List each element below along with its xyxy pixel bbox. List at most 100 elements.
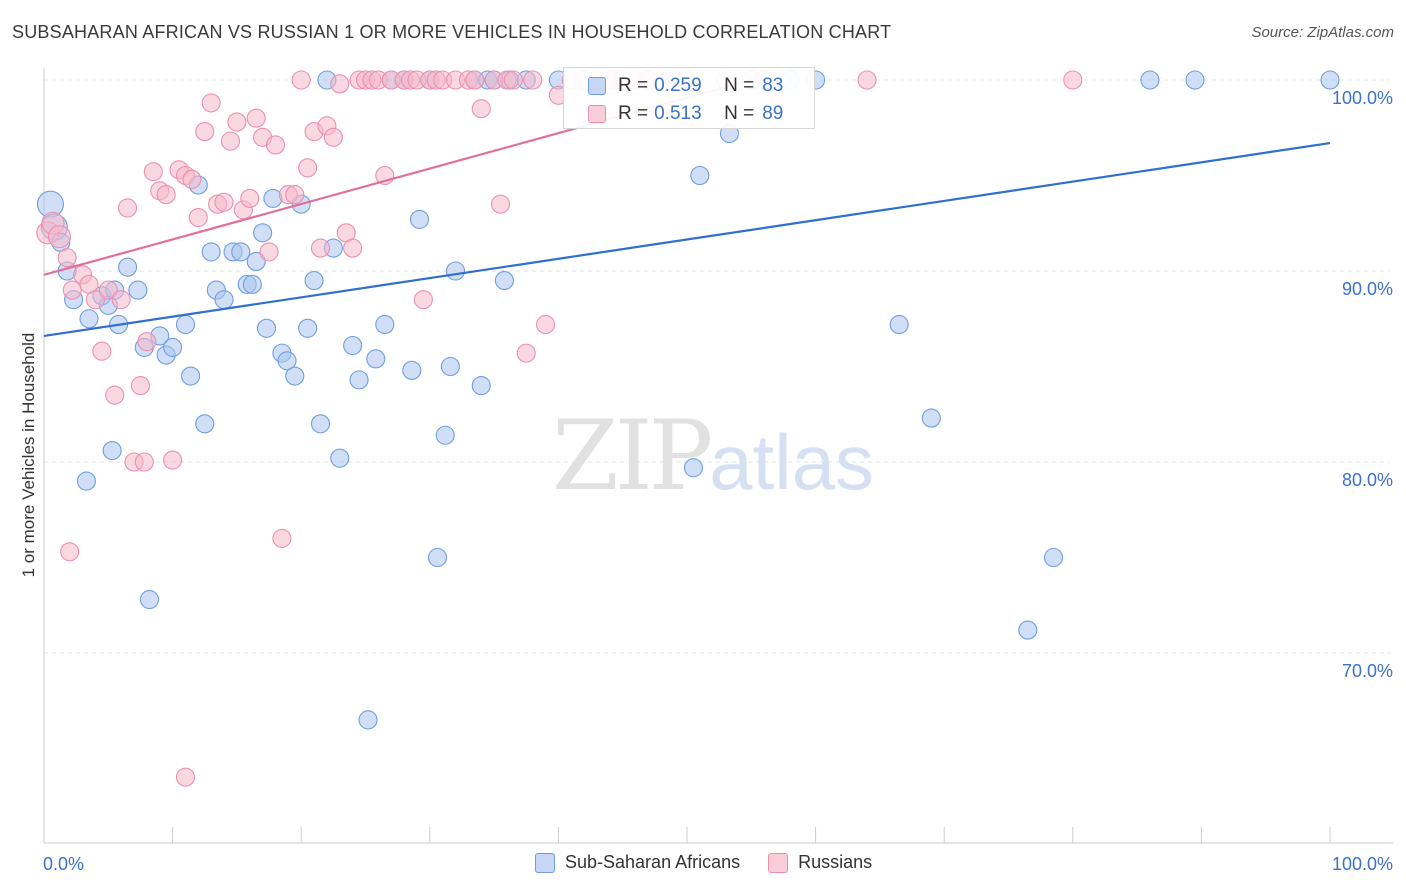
point-russian-23 — [188, 207, 208, 228]
point-russian-27 — [214, 192, 234, 212]
point-subsaharan-75 — [1018, 620, 1038, 640]
point-subsaharan-17 — [181, 366, 201, 386]
point-subsaharan-59 — [494, 270, 514, 291]
source-credit: Source: ZipAtlas.com — [1251, 24, 1394, 41]
legend-swatch-subsaharan — [535, 852, 555, 873]
point-subsaharan-35 — [298, 318, 318, 338]
point-russian-57 — [413, 290, 433, 310]
grid-lines — [44, 79, 1390, 654]
point-subsaharan-48 — [402, 360, 422, 380]
r-value-subsaharan: 0.259 — [654, 75, 702, 96]
point-subsaharan-77 — [1140, 70, 1160, 90]
point-russian-16 — [143, 162, 163, 182]
point-subsaharan-32 — [277, 351, 297, 371]
point-russian-25 — [201, 93, 221, 113]
r-value-russian: 0.513 — [654, 103, 702, 124]
point-russian-71 — [535, 314, 556, 335]
point-subsaharan-43 — [358, 710, 378, 730]
point-russian-64 — [471, 99, 491, 119]
point-russian-40 — [298, 158, 318, 178]
y-tick-label: 70.0% — [1342, 661, 1393, 681]
legend-item-subsaharan[interactable]: Sub-Saharan Africans — [535, 852, 740, 873]
point-russian-7 — [85, 290, 105, 310]
data-points — [36, 70, 1340, 787]
point-subsaharan-5 — [79, 309, 99, 329]
n-label: N = — [724, 103, 755, 124]
point-russian-18 — [156, 185, 176, 205]
point-subsaharan-28 — [253, 223, 273, 243]
point-subsaharan-19 — [195, 414, 215, 434]
point-subsaharan-16 — [175, 314, 196, 335]
axis-labels: 100.0% 90.0% 80.0% 70.0% 0.0% 100.0% 1 or more… — [19, 88, 1393, 874]
watermark-zip: ZIP — [552, 400, 713, 512]
point-subsaharan-11 — [128, 280, 148, 300]
point-russian-84 — [857, 70, 877, 90]
point-russian-68 — [503, 70, 523, 90]
point-subsaharan-45 — [375, 314, 395, 335]
point-subsaharan-76 — [1043, 547, 1064, 568]
point-subsaharan-73 — [889, 314, 909, 335]
stats-row-subsaharan: R = 0.259 N = 83 — [588, 73, 783, 99]
point-subsaharan-40 — [330, 448, 350, 468]
point-subsaharan-66 — [683, 458, 703, 478]
point-russian-22 — [182, 169, 202, 189]
x-tick-label-min: 0.0% — [43, 854, 84, 874]
point-subsaharan-80 — [102, 440, 122, 461]
point-subsaharan-26 — [242, 274, 262, 294]
point-russian-14 — [130, 376, 150, 396]
point-subsaharan-41 — [343, 335, 363, 356]
trend-line-subsaharan — [43, 141, 1331, 338]
point-subsaharan-51 — [427, 547, 448, 568]
point-subsaharan-37 — [310, 414, 331, 434]
point-subsaharan-54 — [445, 261, 466, 281]
point-russian-19 — [163, 450, 183, 470]
point-subsaharan-53 — [440, 356, 460, 377]
point-russian-86 — [175, 767, 196, 787]
legend-item-russian[interactable]: Russians — [768, 852, 872, 873]
point-russian-88 — [60, 542, 80, 562]
point-russian-10 — [105, 385, 125, 405]
point-subsaharan-20 — [201, 242, 221, 262]
point-russian-85 — [1063, 70, 1083, 90]
point-russian-28 — [220, 131, 241, 151]
point-russian-9 — [98, 280, 118, 300]
n-value-subsaharan: 83 — [762, 75, 784, 96]
r-label: R = — [618, 75, 649, 96]
point-russian-39 — [291, 70, 311, 90]
axes — [43, 68, 1393, 844]
point-subsaharan-78 — [1185, 70, 1205, 90]
point-russian-45 — [330, 74, 350, 94]
y-tick-label: 80.0% — [1342, 470, 1393, 490]
point-russian-87 — [134, 452, 154, 472]
point-russian-66 — [490, 194, 511, 214]
point-russian-15 — [137, 332, 157, 352]
point-subsaharan-79 — [1320, 70, 1340, 90]
point-russian-44 — [323, 127, 343, 147]
point-subsaharan-29 — [256, 318, 277, 338]
stats-legend: R = 0.259 N = 83 R = 0.513 N = 89 — [563, 67, 815, 129]
point-subsaharan-42 — [349, 370, 369, 390]
point-russian-3 — [57, 248, 77, 268]
n-label: N = — [724, 75, 755, 96]
legend-label-subsaharan: Sub-Saharan Africans — [565, 852, 741, 872]
point-russian-24 — [195, 122, 215, 142]
point-russian-29 — [227, 112, 247, 132]
stats-row-russian: R = 0.513 N = 89 — [588, 101, 783, 127]
x-tick-label-max: 100.0% — [1332, 854, 1393, 874]
point-russian-11 — [111, 290, 131, 310]
point-subsaharan-52 — [435, 425, 455, 445]
point-subsaharan-10 — [118, 257, 138, 277]
point-russian-70 — [523, 70, 543, 90]
point-subsaharan-33 — [285, 366, 305, 386]
point-russian-8 — [92, 341, 112, 361]
series-legend: Sub-Saharan Africans Russians — [535, 852, 900, 873]
y-tick-label: 100.0% — [1332, 88, 1393, 108]
point-russian-42 — [310, 238, 331, 258]
point-russian-2 — [47, 225, 71, 249]
point-subsaharan-67 — [690, 165, 710, 186]
point-subsaharan-44 — [366, 349, 386, 369]
point-subsaharan-82 — [76, 471, 96, 491]
point-russian-4 — [62, 280, 82, 300]
point-russian-63 — [465, 70, 485, 90]
